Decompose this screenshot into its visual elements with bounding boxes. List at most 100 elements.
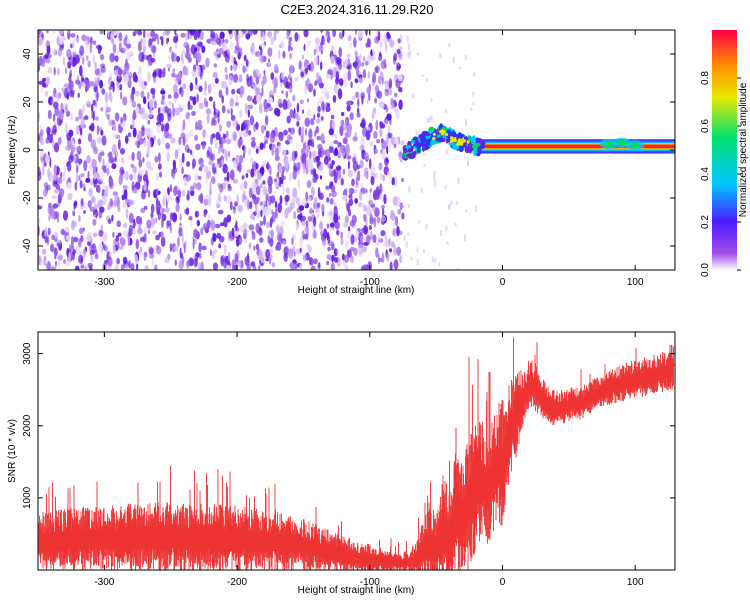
noise-speckle — [375, 172, 378, 179]
signal-blob — [470, 137, 476, 145]
noise-speckle — [369, 158, 372, 170]
noise-speckle — [325, 102, 329, 113]
noise-speckle — [122, 96, 128, 106]
noise-speckle — [369, 192, 372, 201]
y-tick-label: -40 — [22, 238, 33, 253]
noise-speckle — [248, 129, 252, 136]
noise-speckle — [95, 178, 98, 184]
noise-speckle — [84, 115, 89, 120]
snr-y-ticks: 1000 2000 3000 — [22, 342, 675, 509]
noise-speckle — [314, 37, 320, 45]
noise-speckle — [304, 127, 308, 136]
noise-speckle — [67, 30, 71, 34]
noise-speckle — [72, 142, 76, 148]
noise-speckle — [189, 82, 194, 92]
noise-speckle — [98, 152, 102, 163]
noise-speckle — [82, 248, 86, 259]
noise-speckle — [273, 84, 277, 94]
noise-speckle — [396, 246, 402, 256]
noise-speckle — [126, 38, 130, 45]
noise-speckle — [101, 135, 107, 146]
noise-speckle — [393, 143, 397, 149]
noise-speckle — [91, 158, 97, 169]
noise-speckle — [289, 84, 293, 93]
noise-speckle — [135, 106, 140, 115]
noise-speckle — [306, 98, 310, 103]
noise-speckle — [172, 68, 175, 73]
colorbar-ticks: 0.0 0.2 0.4 0.6 0.8 — [700, 71, 741, 277]
noise-speckle — [216, 53, 221, 59]
signal-blob — [616, 139, 627, 146]
noise-speckle — [346, 100, 352, 106]
noise-speckle — [212, 82, 215, 87]
noise-speckle — [280, 183, 284, 188]
colorbar-tick-label: 0.6 — [700, 119, 711, 133]
noise-speckle — [261, 86, 264, 97]
noise-speckle — [288, 64, 294, 75]
noise-speckle — [334, 147, 338, 156]
noise-speckle — [132, 166, 137, 174]
noise-speckle — [267, 175, 273, 187]
noise-speckle — [247, 104, 253, 110]
noise-speckle — [232, 172, 235, 181]
noise-speckle — [300, 71, 305, 78]
noise-speckle — [259, 167, 265, 175]
noise-speckle — [120, 169, 125, 175]
noise-speckle — [316, 135, 322, 141]
noise-speckle — [368, 199, 373, 206]
noise-speckle — [313, 258, 318, 265]
noise-speckle — [400, 140, 405, 146]
noise-speckle — [161, 98, 165, 103]
noise-speckle — [127, 132, 132, 138]
noise-speckle — [174, 185, 178, 191]
noise-speckle — [142, 174, 149, 183]
noise-speckle — [160, 236, 166, 248]
noise-speckle — [386, 33, 391, 40]
noise-speckle — [270, 72, 275, 81]
noise-speckle — [369, 187, 372, 194]
noise-speckle — [114, 194, 118, 205]
noise-speckle — [246, 77, 252, 87]
noise-speckle — [363, 56, 366, 62]
noise-speckle — [232, 119, 238, 128]
noise-speckle — [445, 226, 448, 232]
noise-speckle — [87, 262, 93, 269]
signal-blob — [412, 137, 419, 141]
noise-speckle — [259, 201, 263, 206]
noise-speckle — [38, 30, 41, 35]
noise-speckle — [141, 107, 146, 115]
noise-speckle — [134, 254, 139, 264]
noise-speckle — [123, 222, 128, 228]
noise-speckle — [401, 178, 404, 182]
noise-speckle — [182, 83, 187, 90]
noise-speckle — [283, 252, 288, 262]
noise-speckle — [172, 35, 179, 44]
noise-speckle — [221, 158, 224, 166]
noise-speckle — [249, 213, 255, 220]
noise-speckle — [78, 254, 84, 264]
noise-speckle — [65, 104, 68, 113]
noise-speckle — [243, 180, 248, 190]
noise-speckle — [246, 263, 251, 270]
noise-speckle — [108, 180, 114, 190]
noise-speckle — [211, 251, 215, 260]
noise-speckle — [188, 115, 191, 125]
noise-speckle — [112, 231, 115, 238]
noise-speckle — [245, 173, 249, 178]
noise-speckle — [330, 114, 335, 120]
snr-x-axis-label: Height of straight line (km) — [298, 585, 415, 596]
noise-speckle — [156, 124, 162, 134]
noise-speckle — [231, 134, 234, 141]
noise-speckle — [198, 263, 201, 270]
y-tick-label: 40 — [22, 48, 33, 60]
noise-speckle — [178, 227, 183, 237]
noise-speckle — [154, 100, 157, 109]
noise-speckle — [336, 248, 339, 255]
noise-speckle — [310, 265, 316, 270]
noise-speckle — [102, 195, 107, 205]
noise-speckle — [370, 55, 376, 61]
noise-speckle — [239, 109, 243, 118]
noise-speckle — [125, 208, 129, 219]
noise-speckle — [72, 50, 76, 56]
y-tick-label: 1000 — [22, 486, 33, 509]
